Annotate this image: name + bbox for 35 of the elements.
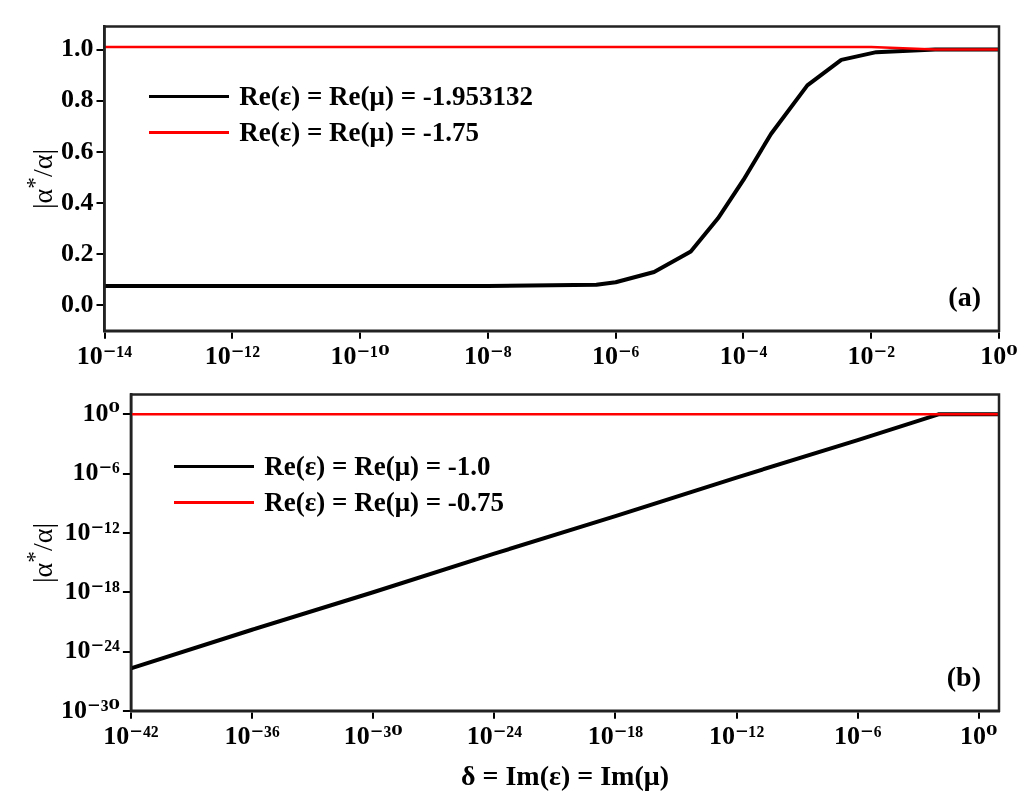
y-tick-label: 0.4 <box>61 186 94 216</box>
y-tick-label: 1.0 <box>61 33 94 63</box>
y-tick-label: 0.6 <box>61 135 94 165</box>
legend-label: Re(ε) = Re(μ) = -0.75 <box>264 486 505 520</box>
legend-label: Re(ε) = Re(μ) = -1.953132 <box>239 80 534 114</box>
x-tick-label: 10⁻¹² <box>204 341 261 371</box>
x-tick-label: 10⁻²⁴ <box>466 721 523 751</box>
y-tick-label: 10⁰ <box>82 398 120 428</box>
x-tick-label: 10⁻⁶ <box>833 721 882 751</box>
x-axis-title: δ = Im(ε) = Im(μ) <box>459 760 670 792</box>
x-tick-label: 10⁻⁴ <box>719 341 768 371</box>
x-tick-label: 10⁰ <box>980 341 1018 371</box>
y-tick-label: 10⁻²⁴ <box>64 635 121 665</box>
x-tick-label: 10⁻¹⁴ <box>76 341 133 371</box>
x-tick-label: 10⁻⁸ <box>464 341 512 371</box>
y-tick-label: 0.0 <box>61 288 94 318</box>
y-tick-label: 10⁻¹⁸ <box>64 575 121 605</box>
x-tick-label: 10⁻³⁶ <box>224 721 280 751</box>
x-tick-label: 10⁻¹² <box>708 721 765 751</box>
y-tick-label: 0.2 <box>61 237 94 267</box>
x-tick-label: 10⁻¹⁰ <box>330 341 390 371</box>
x-tick-label: 10⁻⁴² <box>103 721 159 751</box>
annotation: (a) <box>948 281 981 313</box>
x-tick-label: 10⁻⁶ <box>591 341 640 371</box>
x-tick-label: 10⁰ <box>960 721 998 751</box>
y-tick-label: 10⁻³⁰ <box>61 694 120 724</box>
x-tick-label: 10⁻² <box>847 341 896 371</box>
legend-label: Re(ε) = Re(μ) = -1.75 <box>239 116 480 150</box>
legend-label: Re(ε) = Re(μ) = -1.0 <box>264 450 491 484</box>
x-tick-label: 10⁻³⁰ <box>343 721 403 751</box>
annotation: (b) <box>946 661 981 693</box>
y-tick-label: 10⁻¹² <box>64 516 121 546</box>
y-tick-label: 10⁻⁶ <box>72 457 121 487</box>
y-tick-label: 0.8 <box>61 84 94 114</box>
x-tick-label: 10⁻¹⁸ <box>587 721 644 751</box>
